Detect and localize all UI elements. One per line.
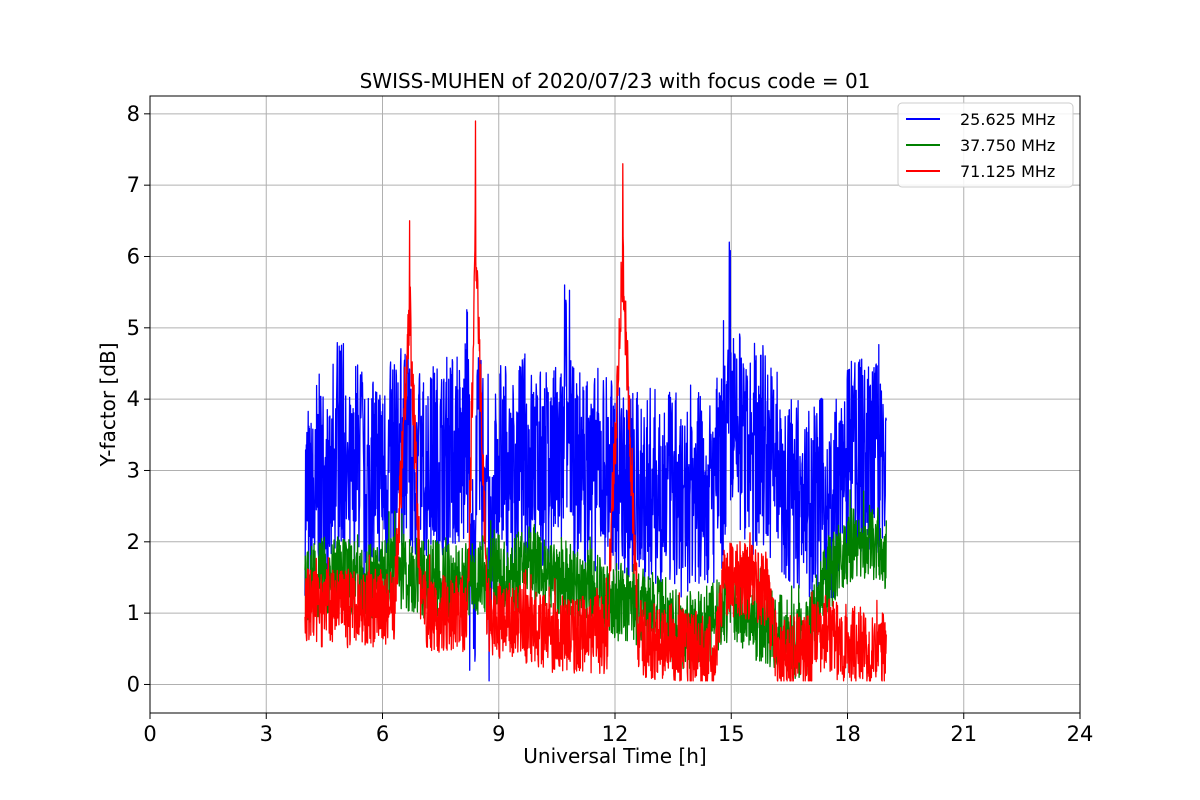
x-axis-label: Universal Time [h]	[523, 744, 706, 768]
y-tick-label: 5	[127, 316, 140, 340]
x-tick-label: 6	[376, 722, 389, 746]
legend-label: 25.625 MHz	[960, 110, 1055, 129]
x-tick-label: 21	[950, 722, 977, 746]
legend: 25.625 MHz 37.750 MHz 71.125 MHz	[897, 102, 1074, 188]
x-tick-label: 18	[834, 722, 861, 746]
legend-label: 37.750 MHz	[960, 136, 1055, 155]
y-tick-label: 0	[127, 672, 140, 696]
y-tick-label: 6	[127, 244, 140, 268]
legend-box	[897, 102, 1074, 188]
y-tick-label: 3	[127, 458, 140, 482]
y-tick-label: 7	[127, 173, 140, 197]
x-tick-label: 15	[718, 722, 745, 746]
legend-label: 71.125 MHz	[960, 162, 1055, 181]
chart-title: SWISS-MUHEN of 2020/07/23 with focus cod…	[360, 69, 871, 93]
x-tick-label: 9	[492, 722, 505, 746]
x-tick-label: 3	[260, 722, 273, 746]
x-tick-label: 24	[1067, 722, 1094, 746]
y-tick-label: 8	[127, 102, 140, 126]
y-tick-label: 1	[127, 601, 140, 625]
series-line-3	[304, 120, 887, 682]
y-axis-label: Y-factor [dB]	[96, 342, 120, 467]
series-layer	[304, 120, 887, 682]
x-tick-label: 0	[143, 722, 156, 746]
y-tick-label: 2	[127, 530, 140, 554]
y-tick-label: 4	[127, 387, 140, 411]
x-tick-label: 12	[602, 722, 629, 746]
